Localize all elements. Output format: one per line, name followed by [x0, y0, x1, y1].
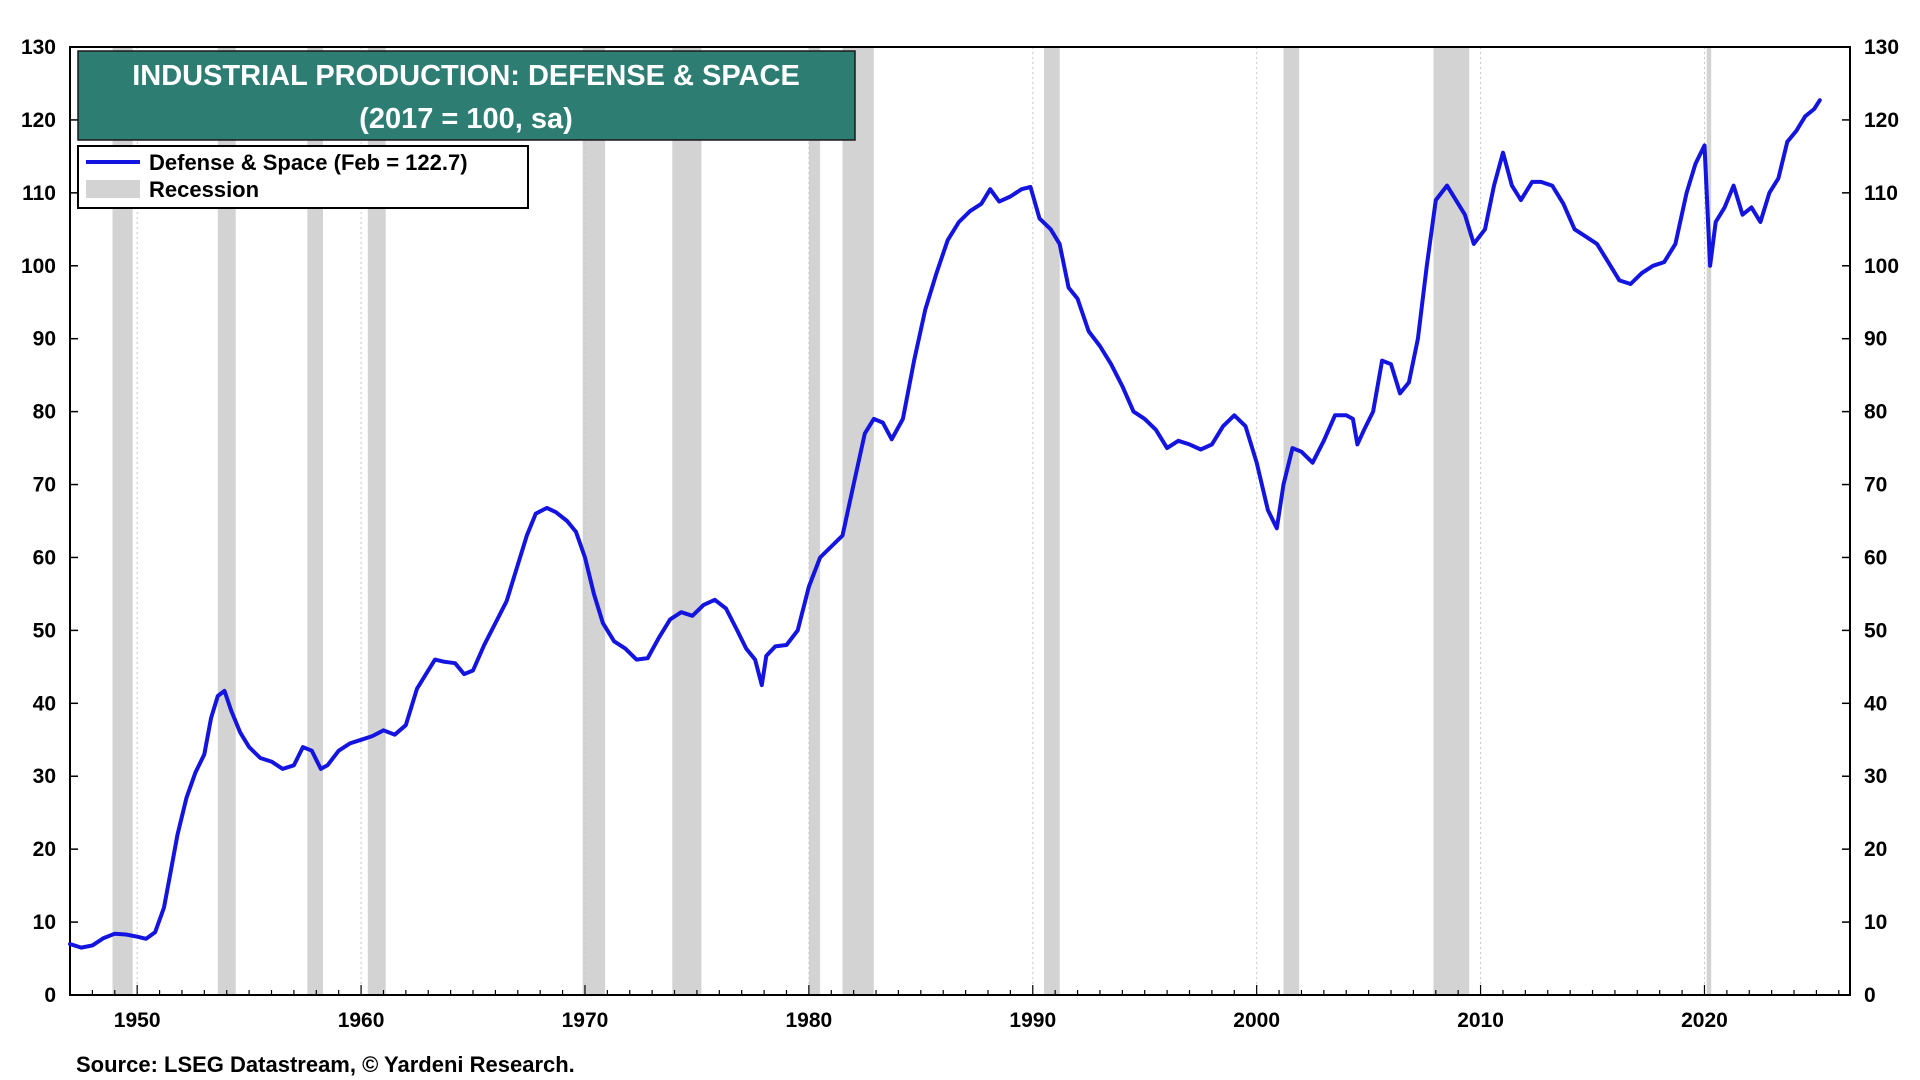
y-tick-label-right: 0 [1864, 984, 1876, 1007]
y-tick-label-right: 10 [1864, 911, 1887, 934]
recession-band [582, 47, 606, 995]
recession-band [217, 47, 236, 995]
recession-band [367, 47, 386, 995]
y-tick-label-left: 0 [44, 984, 56, 1007]
y-tick-label-left: 20 [33, 838, 56, 861]
y-tick-label-left: 110 [22, 182, 56, 205]
y-tick-label-right: 90 [1864, 328, 1887, 351]
x-tick-label: 1960 [338, 1009, 385, 1032]
y-tick-label-right: 30 [1864, 765, 1887, 788]
chart-title: INDUSTRIAL PRODUCTION: DEFENSE & SPACE [132, 60, 800, 92]
y-tick-label-right: 100 [1864, 255, 1899, 278]
x-tick-label: 1990 [1009, 1009, 1056, 1032]
y-tick-label-left: 50 [33, 619, 56, 642]
y-tick-label-right: 120 [1864, 109, 1899, 132]
y-tick-label-left: 100 [21, 255, 56, 278]
legend-box [77, 145, 529, 209]
y-tick-label-left: 30 [33, 765, 56, 788]
y-tick-label-left: 120 [21, 109, 56, 132]
recession-band [1283, 47, 1300, 995]
chart-subtitle: (2017 = 100, sa) [359, 103, 573, 135]
source-note: Source: LSEG Datastream, © Yardeni Resea… [76, 1052, 575, 1077]
recession-band [112, 47, 133, 995]
y-tick-label-right: 70 [1864, 474, 1887, 497]
recession-band [1433, 47, 1470, 995]
title-background [77, 50, 856, 141]
y-tick-label-left: 10 [33, 911, 56, 934]
legend-recession-label: Recession [149, 177, 259, 202]
series-lines [68, 98, 1822, 950]
y-tick-label-right: 130 [1864, 36, 1899, 59]
recession-band [808, 47, 821, 995]
legend: Defense & Space (Feb = 122.7) Recession [77, 145, 529, 209]
x-tick-label: 2020 [1681, 1009, 1728, 1032]
y-tick-label-right: 80 [1864, 401, 1887, 424]
y-tick-label-left: 70 [33, 474, 56, 497]
series-line-defense-space [68, 98, 1822, 950]
plot-frame [69, 46, 1851, 996]
recession-band [672, 47, 702, 995]
x-tick-label: 1950 [114, 1009, 161, 1032]
title-box: INDUSTRIAL PRODUCTION: DEFENSE & SPACE (… [77, 50, 856, 141]
y-tick-label-right: 20 [1864, 838, 1887, 861]
x-tick-label: 2010 [1457, 1009, 1504, 1032]
y-tick-label-right: 40 [1864, 692, 1887, 715]
y-tick-label-right: 60 [1864, 546, 1887, 569]
x-tick-label: 1970 [562, 1009, 609, 1032]
recession-band [307, 47, 323, 995]
y-tick-label-left: 90 [33, 328, 56, 351]
y-tick-label-left: 40 [33, 692, 56, 715]
recession-bands [112, 47, 1712, 995]
y-tick-label-right: 50 [1864, 619, 1887, 642]
y-tick-label-left: 60 [33, 546, 56, 569]
legend-recession-swatch [86, 180, 140, 198]
y-tick-label-left: 80 [33, 401, 56, 424]
gridlines [136, 47, 1705, 995]
recession-band [1706, 47, 1712, 995]
x-tick-label: 2000 [1233, 1009, 1280, 1032]
recession-band [1044, 47, 1060, 995]
legend-series-label: Defense & Space (Feb = 122.7) [149, 150, 468, 175]
y-tick-label-right: 110 [1864, 182, 1898, 205]
y-tick-label-left: 130 [21, 36, 56, 59]
x-tick-label: 1980 [786, 1009, 833, 1032]
